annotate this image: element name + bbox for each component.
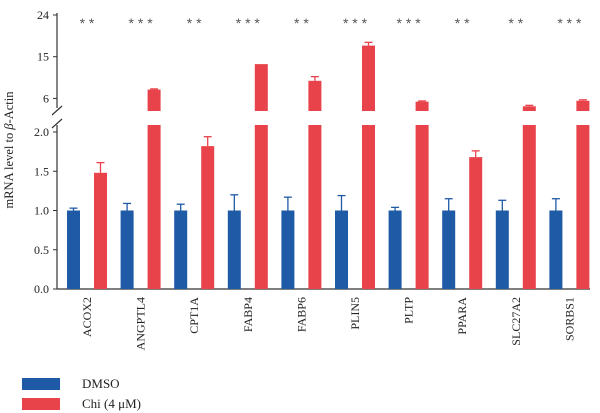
bar-chi-lower-part: [362, 125, 375, 289]
bar-dmso: [335, 210, 348, 289]
bar-chi-upper-part: [147, 89, 161, 111]
y-tick-label: 24: [37, 8, 49, 22]
bar-dmso: [174, 210, 188, 289]
x-category-label: ACOX2: [80, 297, 94, 337]
bar-dmso: [388, 210, 402, 289]
significance-label: * *: [294, 15, 309, 31]
significance-label: * * *: [397, 15, 422, 31]
x-category-label: FABP4: [241, 297, 255, 332]
significance-label: * * *: [129, 15, 154, 31]
y-tick-label: 15: [37, 50, 49, 64]
significance-label: * * *: [343, 15, 368, 31]
x-category-label: CPT1A: [187, 297, 201, 334]
x-category-label: FABP6: [294, 297, 308, 332]
significance-label: * * *: [557, 15, 582, 31]
x-category-label: SLC27A2: [509, 297, 523, 346]
y-tick-label: 0.5: [34, 243, 49, 257]
legend-label-chi: Chi (4 μM): [82, 396, 141, 411]
bar-dmso: [227, 210, 241, 289]
significance-label: * *: [455, 15, 470, 31]
x-category-label: ANGPTL4: [134, 297, 148, 350]
bar-chi: [469, 157, 483, 289]
bar-chi-upper-part: [576, 100, 590, 111]
bar-chi-upper-part: [415, 101, 429, 111]
bar-chi-lower-part: [522, 125, 536, 289]
x-category-label: PPARA: [455, 297, 469, 335]
legend-item-dmso: DMSO: [22, 376, 120, 392]
y-tick-label: 0.0: [34, 282, 49, 296]
y-tick-label: 1.0: [34, 204, 49, 218]
bar-chi: [201, 146, 215, 289]
chart-bars: [67, 41, 590, 289]
significance-label: * *: [508, 15, 523, 31]
bar-dmso: [120, 210, 134, 289]
chart-labels: ACOX2 * * ANGPTL4 * * * CPT1A * * FABP4 * * * FA…: [80, 15, 582, 350]
y-tick-label: 6: [43, 91, 49, 105]
y-tick-label: 2.0: [34, 125, 49, 139]
bar-dmso: [442, 210, 456, 289]
bar-dmso: [67, 210, 80, 289]
y-tick-label: 1.5: [34, 164, 49, 178]
bar-chi: [94, 172, 107, 289]
bar-chi-upper-part: [362, 45, 375, 111]
significance-label: * * *: [236, 15, 261, 31]
axis-break-mark-upper: [51, 105, 63, 116]
bar-dmso: [495, 210, 509, 289]
bar-chi-lower-part: [308, 125, 322, 289]
significance-label: * *: [80, 15, 95, 31]
bar-chi-lower-part: [147, 125, 161, 289]
legend-swatch-chi: [22, 398, 60, 410]
bar-chi-lower-part: [415, 125, 429, 289]
axis-break-mark-lower: [51, 118, 63, 129]
bar-chi-upper-part: [308, 80, 322, 111]
bar-chi-lower-part: [576, 125, 590, 289]
significance-label: * *: [187, 15, 202, 31]
bar-chi-upper-part: [522, 106, 536, 111]
x-category-label: PLTP: [402, 297, 416, 324]
legend-swatch-dmso: [22, 378, 60, 390]
bar-chi-upper-part: [254, 64, 268, 111]
legend-item-chi: Chi (4 μM): [22, 396, 141, 412]
bar-dmso: [281, 210, 295, 289]
x-category-label: PLIN5: [348, 297, 362, 330]
bar-chi-lower-part: [254, 125, 268, 289]
bar-dmso: [549, 210, 563, 289]
legend-label-dmso: DMSO: [82, 376, 120, 391]
chart-axes: 0.0 0.5 1.0 1.5 2.0 6 15 24: [34, 8, 590, 296]
x-category-label: SORBS1: [562, 297, 576, 341]
y-axis-title: mRNA level to β-Actin: [2, 91, 16, 209]
